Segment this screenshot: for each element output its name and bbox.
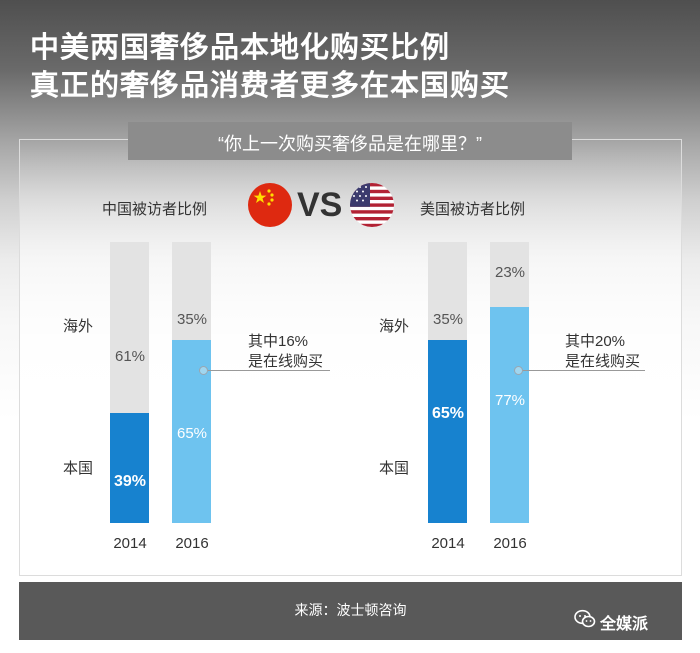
usa-bar-domestic-2016 bbox=[490, 306, 529, 523]
china-flag-icon bbox=[248, 183, 292, 227]
title-line-2: 真正的奢侈品消费者更多在本国购买 bbox=[30, 70, 511, 102]
china-label-overseas-2014: 61% bbox=[114, 347, 146, 365]
vs-text: VS bbox=[297, 186, 343, 224]
usa-annotation-line-2: 是在线购买 bbox=[565, 353, 641, 370]
china-annotation-line-1: 其中16% bbox=[248, 333, 309, 350]
china-overseas-label: 海外 bbox=[63, 318, 94, 335]
usa-annotation-line-1: 其中20% bbox=[565, 333, 626, 350]
usa-year-2014: 2014 bbox=[431, 535, 465, 552]
china-label-domestic-2016: 65% bbox=[176, 425, 208, 443]
usa-overseas-label: 海外 bbox=[379, 318, 410, 335]
china-label-domestic-2014: 39% bbox=[113, 473, 147, 491]
usa-label-domestic-2016: 77% bbox=[494, 391, 526, 409]
usa-domestic-label: 本国 bbox=[379, 460, 410, 477]
usa-annotation-dot bbox=[514, 366, 523, 375]
wechat-icon bbox=[574, 609, 596, 629]
title-line-1: 中美两国奢侈品本地化购买比例 bbox=[30, 32, 451, 64]
china-annotation-dot bbox=[199, 366, 208, 375]
china-year-2016: 2016 bbox=[175, 535, 209, 552]
china-annotation: 其中16% 是在线购买 bbox=[248, 332, 323, 372]
usa-label-overseas-2016: 23% bbox=[494, 264, 526, 282]
question-bar bbox=[128, 122, 572, 160]
survey-question: “你上一次购买奢侈品是在哪里？” bbox=[218, 134, 482, 154]
china-year-2014: 2014 bbox=[113, 535, 147, 552]
usa-annotation-connector bbox=[520, 370, 645, 371]
usa-chart-title: 美国被访者比例 bbox=[420, 201, 526, 218]
usa-year-2016: 2016 bbox=[493, 535, 527, 552]
source-text: 来源：波士顿咨询 bbox=[294, 602, 407, 618]
china-domestic-label: 本国 bbox=[63, 460, 94, 477]
usa-flag-icon bbox=[350, 183, 394, 227]
china-chart-title: 中国被访者比例 bbox=[102, 201, 208, 218]
china-label-overseas-2016: 35% bbox=[176, 311, 208, 329]
usa-annotation: 其中20% 是在线购买 bbox=[565, 332, 640, 372]
usa-label-overseas-2014: 35% bbox=[432, 311, 464, 329]
usa-label-domestic-2014: 65% bbox=[431, 405, 465, 423]
footer-bar bbox=[19, 582, 682, 640]
brand-name: 全媒派 bbox=[600, 616, 649, 633]
usa-bar-overseas-2016 bbox=[490, 242, 529, 307]
usa-bar-overseas-2014 bbox=[428, 242, 467, 341]
china-bar-overseas-2016 bbox=[172, 242, 211, 341]
china-bar-overseas-2014 bbox=[110, 242, 149, 414]
china-annotation-connector bbox=[205, 370, 330, 371]
china-bar-domestic-2014 bbox=[110, 413, 149, 523]
china-annotation-line-2: 是在线购买 bbox=[248, 353, 324, 370]
usa-bar-domestic-2014 bbox=[428, 340, 467, 523]
